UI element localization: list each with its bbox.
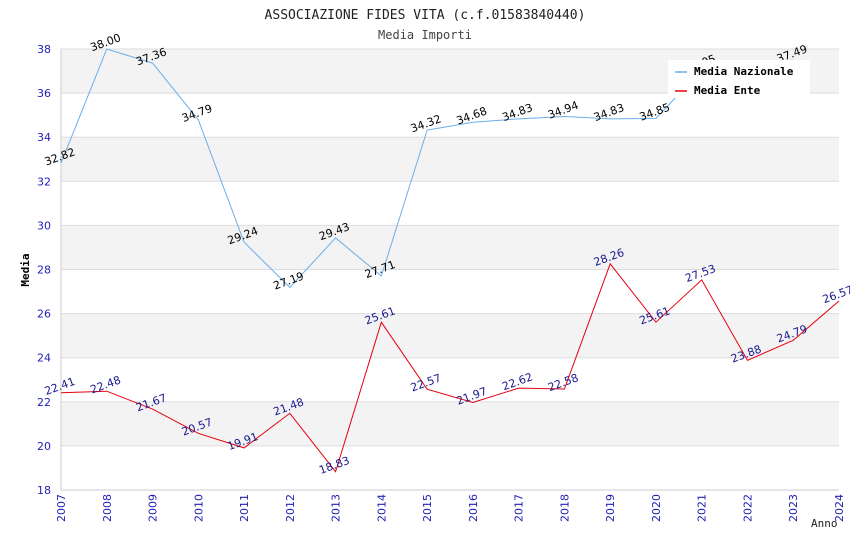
grid-band — [61, 137, 839, 182]
series-line-1 — [60, 262, 840, 473]
y-tick-label: 32 — [37, 175, 51, 188]
legend-label-ente: Media Ente — [694, 84, 761, 97]
y-tick-label: 28 — [37, 264, 51, 277]
grid-band — [61, 93, 839, 138]
x-tick-label: 2011 — [238, 494, 251, 522]
y-tick-label: 20 — [37, 440, 51, 453]
y-tick-label: 24 — [37, 352, 51, 365]
legend-label-nazionale: Media Nazionale — [694, 65, 794, 78]
chart-title: ASSOCIAZIONE FIDES VITA (c.f.01583840440… — [265, 8, 586, 23]
x-tick-label: 2018 — [558, 494, 571, 522]
x-tick-label: 2010 — [192, 494, 205, 522]
x-axis-title: Anno — [811, 517, 838, 530]
x-axis-ticks: 2007 2008 2009 2010 2011 2012 2013 2014 2015 2016… — [55, 494, 846, 522]
x-tick-label: 2009 — [147, 494, 160, 522]
x-tick-label: 2015 — [421, 494, 434, 522]
y-axis-ticks: 18 20 22 24 26 28 30 32 34 36 38 — [37, 43, 51, 497]
x-tick-label: 2021 — [696, 494, 709, 522]
x-tick-label: 2016 — [467, 494, 480, 522]
x-tick-label: 2017 — [513, 494, 526, 522]
axes — [60, 49, 839, 491]
y-tick-label: 34 — [37, 131, 51, 144]
grid-band — [61, 181, 839, 226]
y-tick-label: 36 — [37, 87, 51, 100]
grid-band — [61, 313, 839, 358]
x-tick-label: 2024 — [833, 494, 846, 522]
y-tick-label: 30 — [37, 219, 51, 232]
x-tick-label: 2007 — [55, 494, 68, 522]
x-tick-label: 2014 — [375, 494, 388, 522]
y-axis-title: Media — [19, 253, 32, 286]
x-tick-label: 2020 — [650, 494, 663, 522]
grid-band — [61, 357, 839, 402]
legend-box — [668, 60, 810, 98]
x-tick-label: 2019 — [604, 494, 617, 522]
grid-band — [61, 445, 839, 490]
y-tick-label: 38 — [37, 43, 51, 56]
grid-band — [61, 225, 839, 270]
x-tick-label: 2013 — [330, 494, 343, 522]
y-tick-label: 18 — [37, 484, 51, 497]
y-tick-label: 26 — [37, 308, 51, 321]
x-tick-label: 2023 — [787, 494, 800, 522]
chart-subtitle: Media Importi — [378, 28, 472, 42]
grid-band — [61, 401, 839, 446]
grid-band — [61, 269, 839, 314]
legend: Media Nazionale Media Ente — [668, 60, 810, 98]
y-tick-label: 22 — [37, 396, 51, 409]
x-tick-label: 2012 — [284, 494, 297, 522]
plot-background — [61, 49, 839, 490]
series-line-0 — [60, 48, 794, 289]
x-tick-label: 2022 — [741, 494, 754, 522]
x-tick-label: 2008 — [101, 494, 114, 522]
series-lines — [60, 48, 840, 473]
